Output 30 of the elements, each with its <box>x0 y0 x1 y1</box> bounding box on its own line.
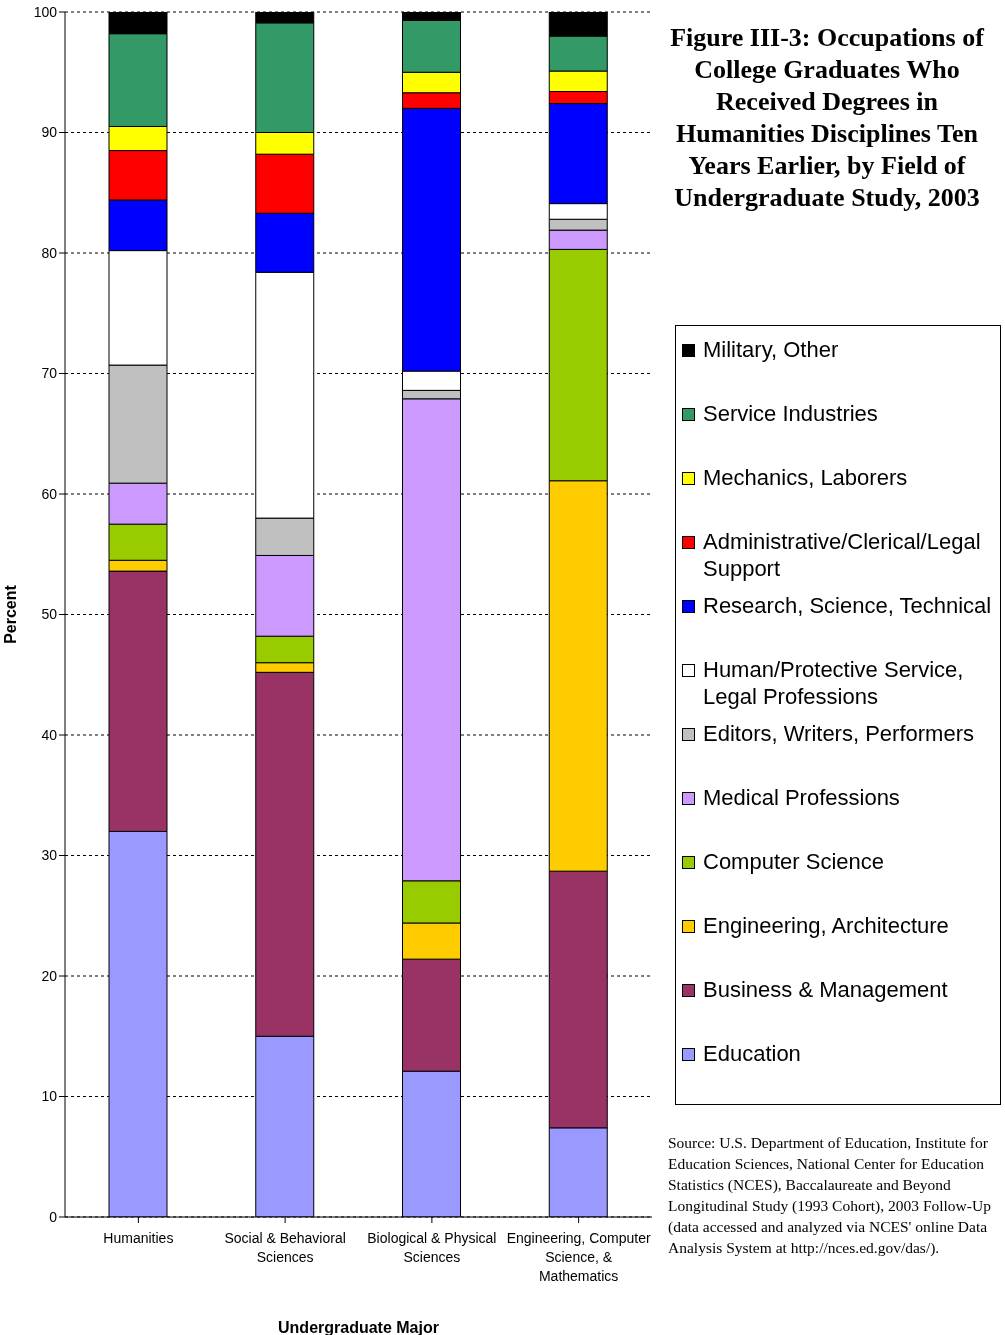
x-tick-label: Humanities <box>103 1230 174 1246</box>
y-axis-title: Percent <box>1 584 19 644</box>
legend-label: Service Industries <box>703 400 878 427</box>
legend-label: Business & Management <box>703 976 948 1003</box>
y-tick-label: 40 <box>41 726 58 743</box>
y-tick-label: 0 <box>49 1208 58 1225</box>
y-tick-label: 100 <box>33 3 58 20</box>
y-tick-label: 60 <box>41 485 58 502</box>
y-tick-label: 50 <box>41 606 58 623</box>
legend-label: Research, Science, Technical <box>703 592 992 619</box>
legend-label: Education <box>703 1040 801 1067</box>
legend-label: Medical Professions <box>703 784 900 811</box>
legend-label: Engineering, Architecture <box>703 912 949 939</box>
y-tick-label: 20 <box>41 967 58 984</box>
y-tick-label: 70 <box>41 365 58 382</box>
legend-label: Military, Other <box>703 336 839 363</box>
legend-label: Computer Science <box>703 848 884 875</box>
legend-label: Mechanics, Laborers <box>703 464 908 491</box>
x-tick-label: Social & Behavioral Sciences <box>224 1230 346 1265</box>
y-tick-label: 30 <box>41 847 58 864</box>
x-tick-label: Engineering, Computer Science, & Mathematics <box>506 1230 651 1284</box>
y-tick-label: 80 <box>41 244 58 261</box>
x-tick-label: Biological & Physical Sciences <box>367 1230 497 1265</box>
legend-label: Administrative/Clerical/Legal Support <box>703 528 982 582</box>
text: Figure III-3: Occupations of College Graduates Who Received Degrees in Humanities Disciplines Ten Years Earlier, by Field of Undergraduate Study, 2003 <box>669 22 986 214</box>
y-tick-label: 10 <box>41 1088 58 1105</box>
legend-label: Editors, Writers, Performers <box>703 720 974 747</box>
source-note: Source: U.S. Department of Education, Institute for Education Sciences, National Center for Education Statistics (NCES), Baccalaureate and Beyond Longitudinal Study (1993 Cohort), 2003 Follow-Up (data accessed and analyzed via NCES' online Data Analysis System at http://nces.ed.gov/das/). <box>668 1133 992 1258</box>
legend-label: Human/Protective Service, Legal Professions <box>703 656 965 710</box>
y-tick-label: 90 <box>41 124 58 141</box>
